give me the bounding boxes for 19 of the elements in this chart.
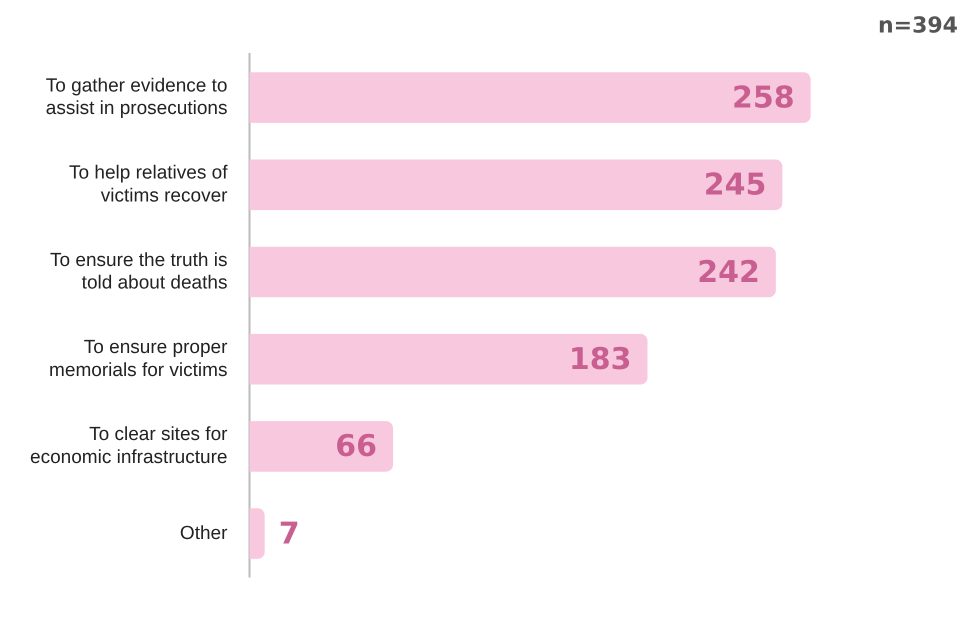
y-tick-label: To ensure the truth is told about deaths	[50, 250, 228, 294]
y-tick-label: To clear sites for economic infrastructure	[30, 424, 228, 468]
bar	[249, 72, 811, 123]
data-label: 258	[732, 80, 795, 116]
bar	[249, 246, 776, 298]
y-tick-label: Other	[180, 522, 228, 544]
y-tick-label: To ensure proper memorials for victims	[49, 337, 228, 381]
text: n=394	[878, 14, 958, 39]
data-label: 245	[704, 168, 766, 203]
data-label: 66	[335, 429, 378, 464]
bar	[249, 508, 265, 559]
data-label: 7	[278, 516, 300, 552]
bar	[249, 421, 394, 472]
data-label: 242	[697, 254, 760, 290]
bar	[249, 160, 782, 210]
y-tick-label: To gather evidence to assist in prosecutions	[46, 75, 228, 120]
data-label: 183	[568, 342, 632, 377]
y-tick-label: To help relatives of victims recover	[69, 162, 228, 206]
bar	[249, 334, 648, 384]
